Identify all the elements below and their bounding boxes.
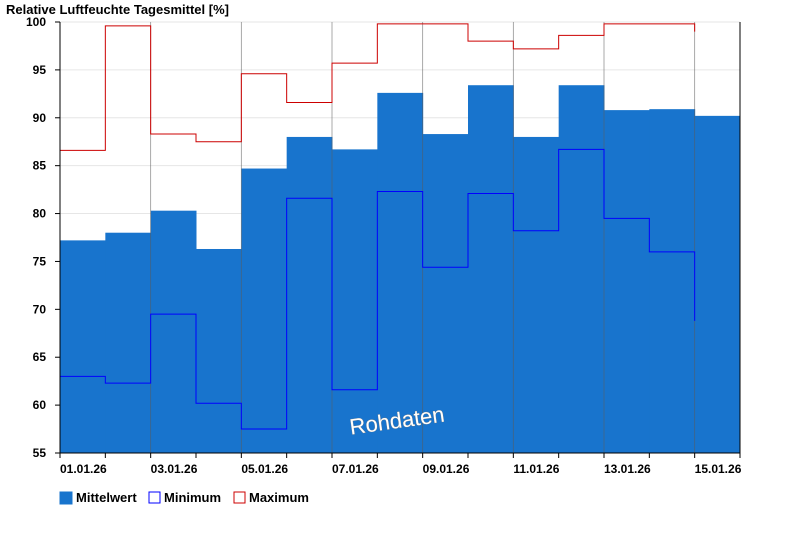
legend-item-maximum[interactable]: Maximum bbox=[233, 490, 309, 505]
bar-mittelwert-09.01.26 bbox=[422, 134, 469, 453]
y-tick-100: 100 bbox=[26, 15, 46, 29]
chart-title: Relative Luftfeuchte Tagesmittel [%] bbox=[6, 2, 229, 17]
y-tick-80: 80 bbox=[33, 207, 47, 221]
y-tick-55: 55 bbox=[33, 446, 47, 460]
mean-bars bbox=[60, 85, 741, 454]
minimum-series bbox=[60, 148, 696, 430]
legend-swatch-minimum bbox=[148, 491, 161, 504]
bar-mittelwert-13.01.26 bbox=[604, 110, 650, 454]
x-tick-15.01.26: 15.01.26 bbox=[695, 462, 742, 476]
x-tick-11.01.26: 11.01.26 bbox=[513, 462, 559, 476]
bar-mittelwert-10.01.26 bbox=[468, 85, 514, 454]
legend: Mittelwert Minimum Maximum bbox=[59, 490, 309, 505]
legend-label-mittelwert: Mittelwert bbox=[76, 490, 137, 505]
maximum-series bbox=[60, 23, 696, 151]
x-tick-05.01.26: 05.01.26 bbox=[241, 462, 288, 476]
x-axis-tick-labels: 01.01.26 03.01.26 05.01.26 07.01.26 09.01.26… bbox=[59, 453, 742, 476]
bar-mittelwert-07.01.26 bbox=[332, 149, 378, 453]
bar-mittelwert-11.01.26 bbox=[513, 136, 560, 453]
x-tick-09.01.26: 09.01.26 bbox=[423, 462, 470, 476]
legend-swatch-maximum bbox=[233, 491, 246, 504]
legend-item-minimum[interactable]: Minimum bbox=[148, 490, 221, 505]
bar-mittelwert-12.01.26 bbox=[558, 85, 605, 454]
legend-item-mittelwert[interactable]: Mittelwert bbox=[59, 490, 137, 505]
x-tick-13.01.26: 13.01.26 bbox=[604, 462, 651, 476]
line-maximum bbox=[60, 23, 696, 151]
bar-mittelwert-15.01.26 bbox=[694, 115, 741, 454]
y-tick-95: 95 bbox=[33, 63, 47, 77]
legend-swatch-mittelwert bbox=[59, 491, 73, 505]
bar-mittelwert-14.01.26 bbox=[649, 109, 696, 453]
line-minimum bbox=[60, 148, 696, 430]
legend-label-minimum: Minimum bbox=[164, 490, 221, 505]
bar-mittelwert-06.01.26 bbox=[286, 136, 333, 453]
y-tick-65: 65 bbox=[33, 350, 47, 364]
x-tick-07.01.26: 07.01.26 bbox=[332, 462, 379, 476]
bar-mittelwert-01.01.26 bbox=[60, 240, 106, 453]
y-tick-60: 60 bbox=[33, 398, 47, 412]
bar-mittelwert-04.01.26 bbox=[196, 248, 242, 453]
axes bbox=[59, 22, 741, 454]
bar-mittelwert-03.01.26 bbox=[150, 210, 197, 453]
bar-mittelwert-02.01.26 bbox=[105, 232, 152, 453]
legend-label-maximum: Maximum bbox=[249, 490, 309, 505]
bar-mittelwert-08.01.26 bbox=[377, 92, 424, 454]
y-tick-75: 75 bbox=[33, 254, 47, 268]
y-tick-85: 85 bbox=[33, 159, 47, 173]
y-tick-90: 90 bbox=[33, 111, 47, 125]
x-tick-03.01.26: 03.01.26 bbox=[151, 462, 198, 476]
y-tick-70: 70 bbox=[33, 302, 47, 316]
x-tick-01.01.26: 01.01.26 bbox=[60, 462, 107, 476]
y-axis-tick-labels: 55 60 65 70 75 80 85 90 95 100 bbox=[26, 15, 60, 460]
bar-mittelwert-05.01.26 bbox=[241, 168, 288, 454]
